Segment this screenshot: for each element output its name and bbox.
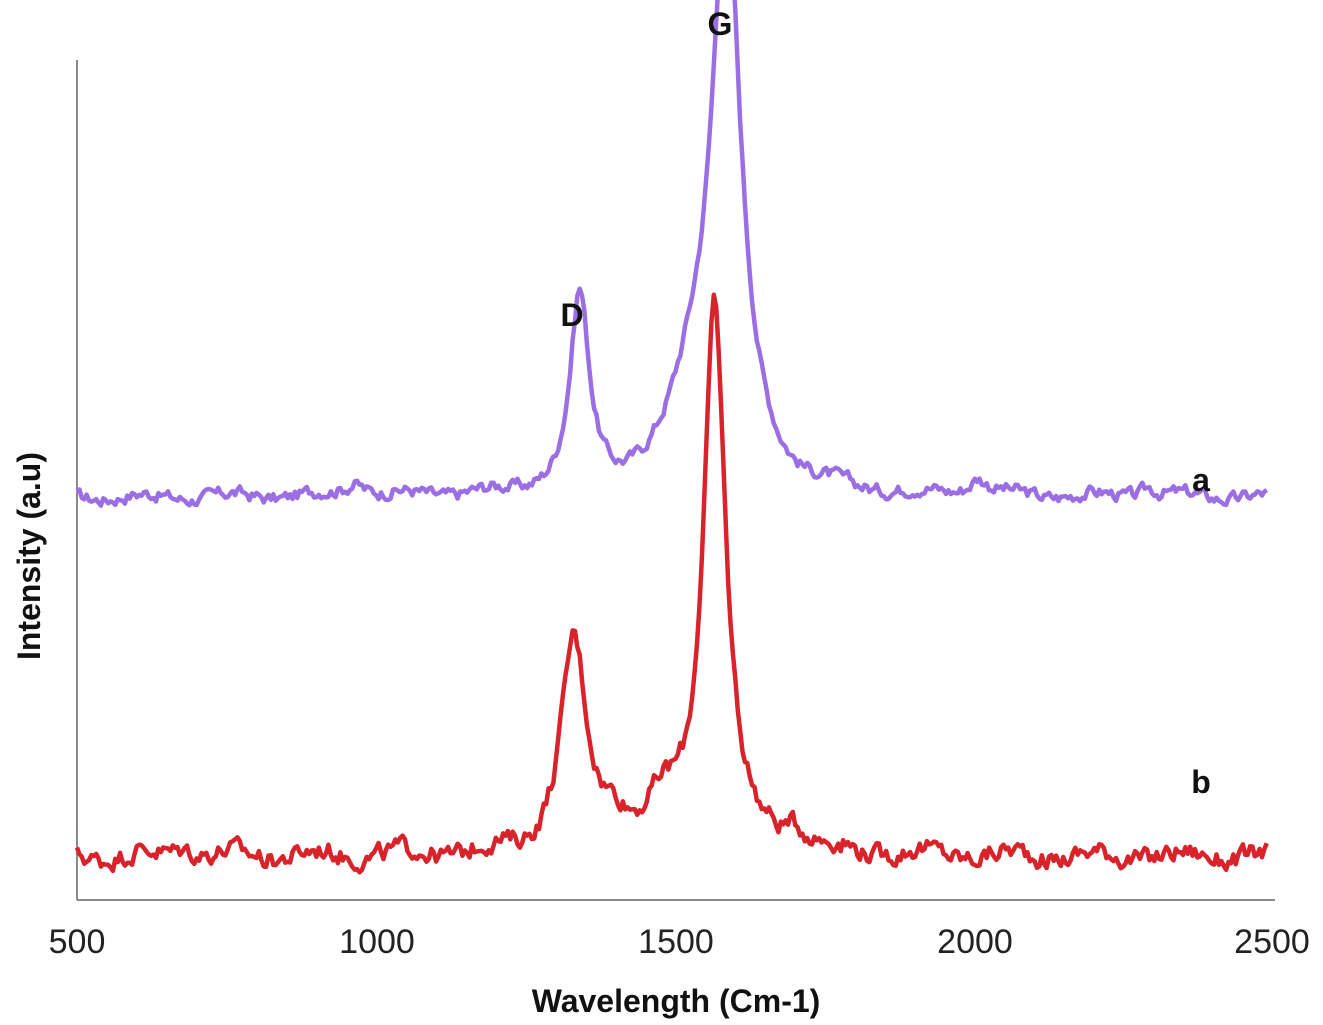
- x-tick-label-2500: 2500: [1234, 923, 1310, 961]
- series-line-b: [74, 292, 1269, 875]
- y-axis-title: Intensity (a.u): [11, 452, 47, 660]
- x-tick-label-1500: 1500: [638, 923, 714, 961]
- x-axis-title: Wavelength (Cm-1): [532, 983, 821, 1019]
- x-tick-label-2000: 2000: [937, 923, 1013, 961]
- peak-label-d: D: [560, 297, 583, 333]
- series-label-a: a: [1192, 462, 1210, 498]
- x-tick-label-1000: 1000: [339, 923, 415, 961]
- series-layer: [74, 0, 1269, 875]
- x-tick-label-500: 500: [49, 923, 106, 961]
- series-label-b: b: [1191, 764, 1211, 800]
- peak-label-g: G: [708, 6, 733, 42]
- series-line-a: [75, 0, 1269, 508]
